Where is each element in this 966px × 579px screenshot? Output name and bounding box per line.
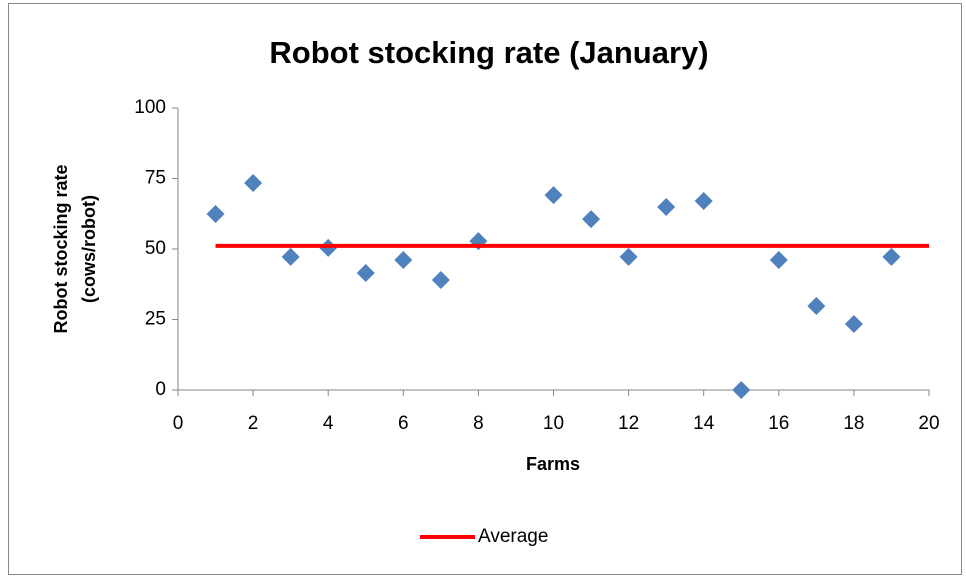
data-point	[844, 315, 863, 334]
data-point	[544, 186, 563, 205]
y-tick-label: 25	[145, 309, 166, 330]
x-tick-label: 14	[693, 413, 715, 434]
data-point	[694, 192, 713, 211]
y-tick-label: 0	[155, 379, 166, 400]
x-tick-label: 0	[173, 413, 184, 434]
y-axis-label: (cows/robot)	[79, 195, 99, 303]
data-point	[244, 174, 263, 193]
data-point	[657, 197, 676, 216]
data-point	[431, 271, 450, 290]
x-tick-label: 16	[768, 413, 789, 434]
data-point	[356, 263, 375, 282]
data-point	[206, 205, 225, 224]
y-tick-label: 50	[145, 238, 166, 259]
data-point	[394, 250, 413, 269]
data-point	[807, 296, 826, 315]
x-tick-label: 20	[918, 413, 939, 434]
data-point	[882, 247, 901, 266]
x-tick-label: 12	[618, 413, 639, 434]
legend-label: Average	[478, 526, 548, 547]
data-point	[619, 247, 638, 266]
data-point	[281, 247, 300, 266]
x-tick-label: 8	[473, 413, 484, 434]
x-tick-label: 6	[398, 413, 409, 434]
chart-border	[8, 3, 962, 575]
x-axis-label: Farms	[526, 454, 580, 474]
x-tick-label: 18	[843, 413, 864, 434]
y-axis-label: Robot stocking rate	[51, 164, 71, 333]
y-tick-label: 75	[145, 168, 166, 189]
chart-title: Robot stocking rate (January)	[269, 35, 708, 70]
data-point	[732, 381, 751, 399]
x-tick-label: 2	[248, 413, 259, 434]
x-tick-label: 10	[543, 413, 564, 434]
data-point	[582, 210, 601, 229]
y-tick-label: 100	[134, 97, 166, 118]
data-point	[769, 250, 788, 269]
x-tick-label: 4	[323, 413, 334, 434]
